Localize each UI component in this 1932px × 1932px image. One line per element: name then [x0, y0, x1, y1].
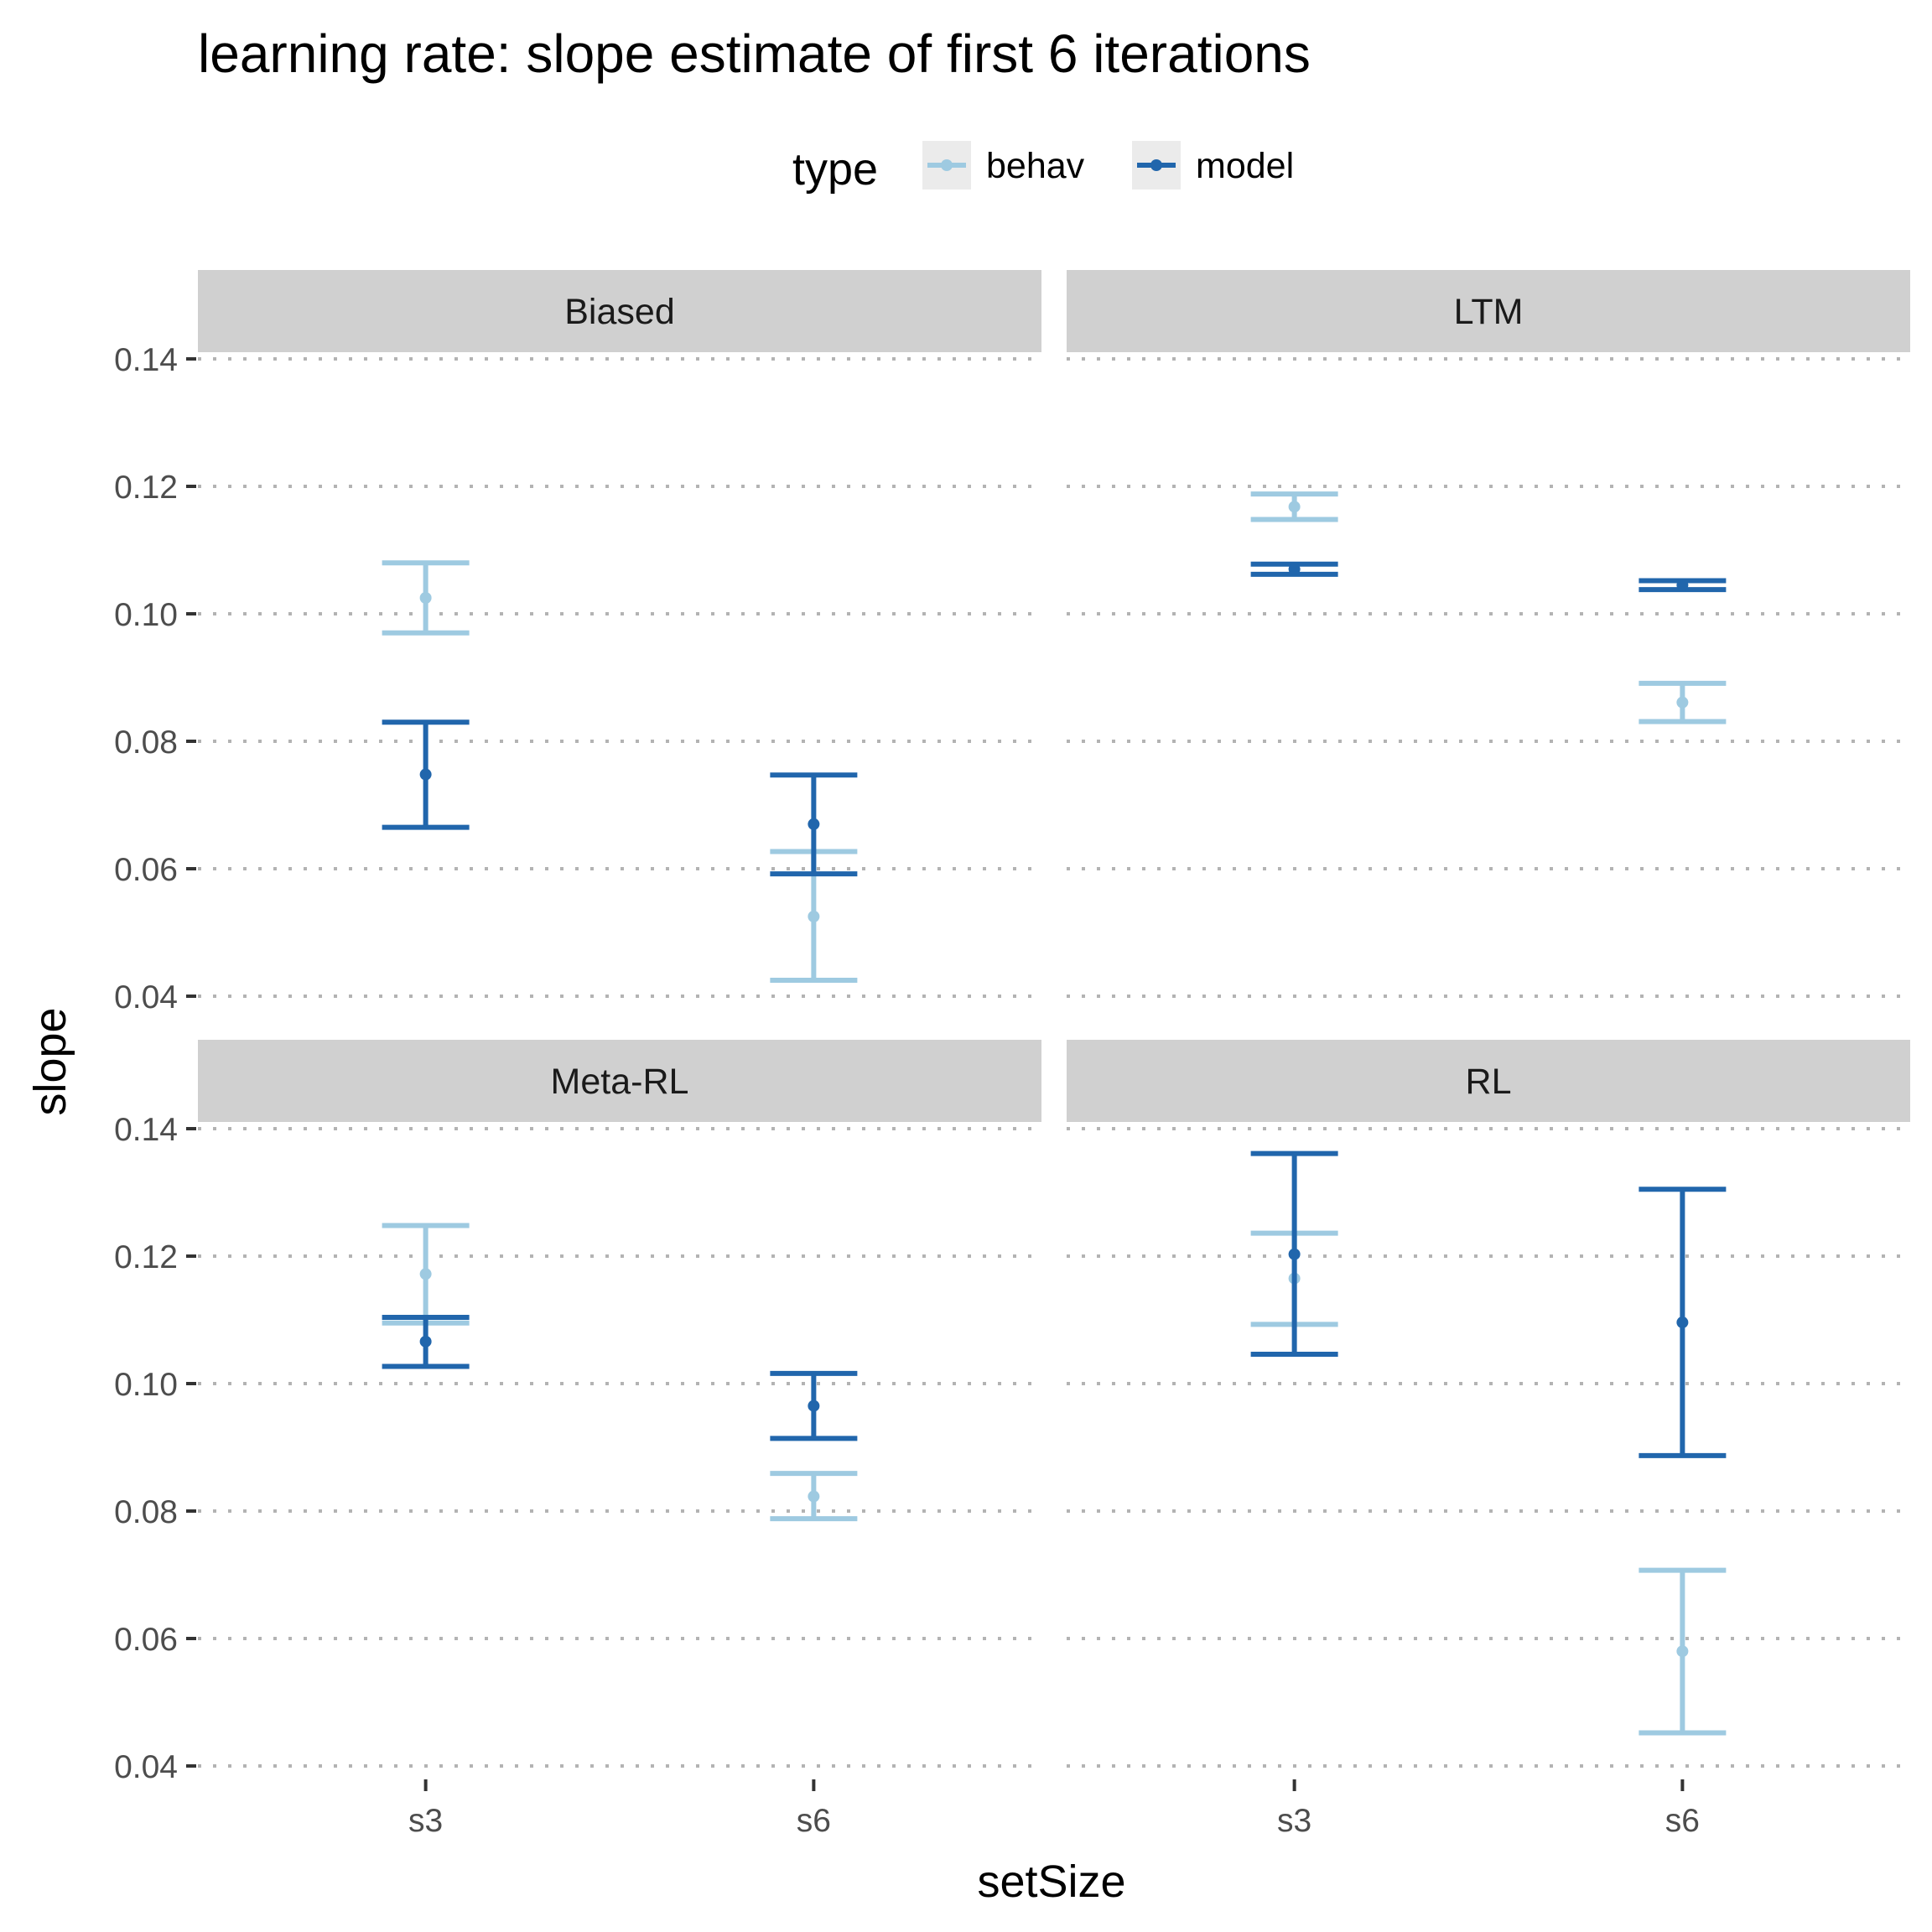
y-tick-label: 0.04 [114, 979, 178, 1015]
point-behav-s3 [419, 1268, 432, 1280]
y-tick-label: 0.06 [114, 852, 178, 888]
y-tick-label: 0.08 [114, 724, 178, 761]
errorbar-behav-s3 [1250, 491, 1338, 522]
errorbar-model-s6 [1639, 1187, 1727, 1458]
panel-rl: RL [1067, 1040, 1910, 1768]
y-tick-label: 0.06 [114, 1622, 178, 1658]
panel-meta-rl: Meta-RL 0.04 0.06 0.08 0.10 0.12 0.14 [114, 1040, 1041, 1785]
errorbar-model-s6 [770, 1370, 858, 1441]
x-axis: s3 s6 s3 s6 [408, 1779, 1700, 1839]
y-tick-label: 0.12 [114, 1239, 178, 1275]
errorbar-behav-s3 [382, 560, 470, 636]
errorbar-model-s3 [382, 719, 470, 830]
strip-background [1067, 270, 1910, 352]
point-model-s6 [808, 1400, 820, 1412]
errorbar-model-s3 [1250, 561, 1338, 577]
point-model-s3 [419, 1335, 432, 1348]
legend-label-behav: behav [986, 146, 1085, 186]
y-tick-label: 0.12 [114, 470, 178, 506]
strip-background [198, 1040, 1041, 1122]
chart-title: learning rate: slope estimate of first 6… [198, 23, 1311, 84]
point-model-s6 [1676, 579, 1689, 591]
facet-panels: Biased 0.04 0.06 0.08 0.10 0.12 0.14 LTM Meta-RL… [114, 270, 1910, 1785]
y-axis-title: slope [25, 1007, 75, 1115]
y-tick-label: 0.10 [114, 597, 178, 633]
y-tick-label: 0.10 [114, 1367, 178, 1403]
strip-label: Biased [564, 292, 674, 332]
errorbar-model-s3 [382, 1314, 470, 1369]
strip-label: RL [1466, 1062, 1512, 1102]
y-tick-label: 0.14 [114, 1112, 178, 1148]
point-model-s3 [419, 768, 432, 781]
x-tick-label: s3 [1277, 1803, 1311, 1839]
legend-title: type [792, 144, 878, 195]
x-tick-label: s6 [1665, 1803, 1700, 1839]
x-axis-title: setSize [977, 1857, 1125, 1907]
point-behav-s6 [1676, 1645, 1689, 1658]
point-model-s6 [1676, 1317, 1689, 1329]
point-model-s3 [1288, 563, 1301, 575]
x-tick-label: s6 [797, 1803, 831, 1839]
x-tick-label: s3 [408, 1803, 443, 1839]
point-behav-s3 [419, 592, 432, 604]
errorbar-behav-s6 [770, 1471, 858, 1522]
point-behav-s3 [1288, 501, 1301, 513]
legend-entry-model: model [1132, 141, 1294, 190]
legend-label-model: model [1196, 146, 1294, 186]
strip-label: Meta-RL [551, 1062, 689, 1102]
errorbar-model-s6 [1639, 578, 1727, 593]
errorbar-behav-s6 [1639, 680, 1727, 724]
y-tick-label: 0.08 [114, 1494, 178, 1530]
strip-label: LTM [1454, 292, 1524, 332]
point-behav-s6 [1676, 696, 1689, 709]
point-model-s6 [808, 818, 820, 830]
y-tick-label: 0.14 [114, 342, 178, 378]
point-behav-s6 [808, 911, 820, 922]
errorbar-behav-s6 [1639, 1567, 1727, 1736]
strip-background [1067, 1040, 1910, 1122]
legend-entry-behav: behav [922, 141, 1085, 190]
point-model-s3 [1288, 1248, 1301, 1260]
panel-biased: Biased 0.04 0.06 0.08 0.10 0.12 0.14 [114, 270, 1041, 1015]
legend-key-point [1150, 159, 1162, 171]
errorbar-model-s6 [770, 772, 858, 877]
point-behav-s6 [808, 1490, 820, 1503]
panel-ltm: LTM [1067, 270, 1910, 998]
strip-background [198, 270, 1041, 352]
legend-key-point [941, 159, 953, 171]
legend: type behav model [792, 141, 1294, 195]
y-tick-label: 0.04 [114, 1749, 178, 1785]
errorbar-model-s3 [1250, 1150, 1338, 1358]
errorbar-behav-s3 [382, 1223, 470, 1326]
